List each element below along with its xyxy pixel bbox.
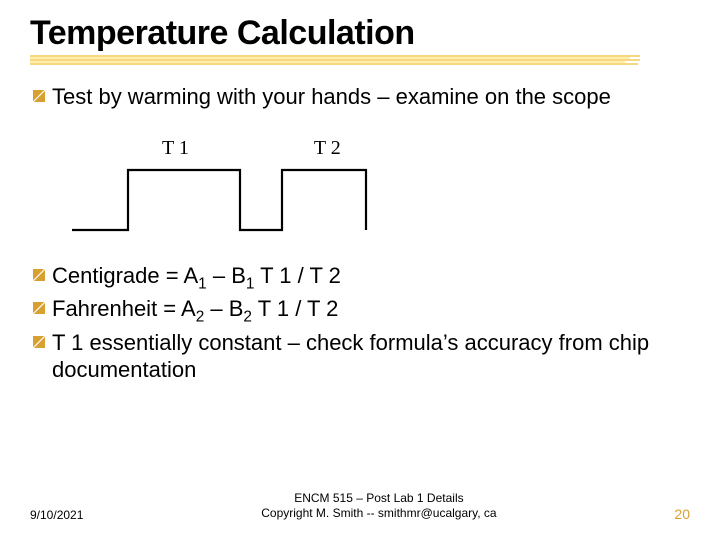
bullet-3-text: Fahrenheit = A2 – B2 T 1 / T 2	[52, 295, 338, 327]
waveform	[72, 166, 690, 236]
footer-center: ENCM 515 – Post Lab 1 Details Copyright …	[83, 491, 674, 522]
timing-diagram: T 1 T 2	[72, 137, 690, 236]
bullet-2: Centigrade = A1 – B1 T 1 / T 2	[32, 262, 690, 294]
bullet-4-text: T 1 essentially constant – check formula…	[52, 329, 690, 384]
bullet-3: Fahrenheit = A2 – B2 T 1 / T 2	[32, 295, 690, 327]
bullet-icon	[32, 335, 46, 349]
bullet-1: Test by warming with your hands – examin…	[32, 83, 690, 111]
footer: 9/10/2021 ENCM 515 – Post Lab 1 Details …	[0, 491, 720, 522]
diagram-label-t2: T 2	[314, 137, 341, 160]
slide-title: Temperature Calculation	[30, 14, 690, 53]
diagram-label-t1: T 1	[162, 137, 189, 160]
bullet-2-text: Centigrade = A1 – B1 T 1 / T 2	[52, 262, 341, 294]
bullet-icon	[32, 89, 46, 103]
bullet-1-text: Test by warming with your hands – examin…	[52, 83, 611, 111]
page-number: 20	[674, 506, 690, 522]
footer-date: 9/10/2021	[30, 508, 83, 522]
bullet-4: T 1 essentially constant – check formula…	[32, 329, 690, 384]
title-underline	[30, 55, 640, 65]
bullet-icon	[32, 301, 46, 315]
bullet-icon	[32, 268, 46, 282]
